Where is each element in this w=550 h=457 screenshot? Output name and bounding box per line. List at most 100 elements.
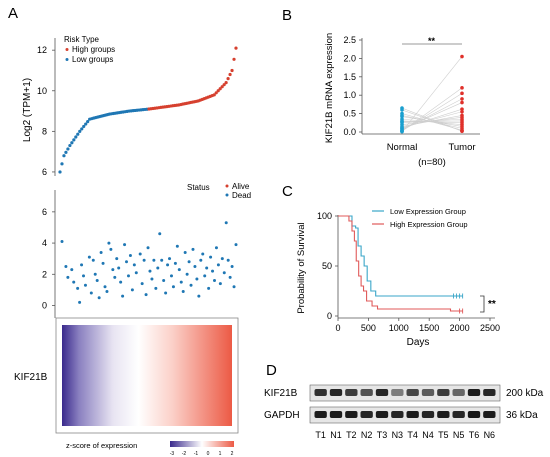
blot-band-kif21b — [437, 389, 450, 396]
a-mid-point — [150, 277, 154, 281]
colorbar-tick-label: -2 — [182, 451, 187, 457]
a-mid-point — [187, 260, 191, 264]
blot-band-gapdh — [452, 411, 465, 418]
a-mid-point — [191, 247, 195, 251]
a-top-point — [220, 85, 224, 89]
panel-a-top: 6 8 10 12 Log2 (TPM+1) Risk Type High group… — [22, 35, 238, 177]
a-mid-point — [181, 289, 185, 293]
blot-lane-label: T6 — [469, 430, 480, 440]
a-mid-point — [115, 257, 119, 261]
a-mid-point — [140, 282, 144, 286]
a-mid-point — [189, 283, 193, 287]
blot-band-gapdh — [467, 411, 481, 418]
a-top-ytick-label: 10 — [37, 86, 47, 96]
a-mid-point — [169, 274, 173, 278]
a-top-point — [214, 91, 218, 95]
panel-label-c: C — [282, 183, 293, 200]
a-mid-point — [87, 255, 91, 259]
b-category-tumor: Tumor — [448, 142, 475, 153]
a-mid-point — [105, 289, 109, 293]
a-mid-point — [113, 275, 117, 279]
b-pair-line — [401, 93, 463, 132]
panel-d: KIF21B GAPDH 200 kDa 36 kDa T1 N1 T2 N2 T3 N3… — [264, 384, 544, 440]
b-point-normal — [400, 114, 404, 119]
blot-band-kif21b — [329, 389, 343, 396]
c-significance-bracket — [480, 295, 485, 313]
a-top-point — [224, 81, 228, 85]
a-top-point — [230, 68, 234, 73]
a-top-point — [228, 72, 232, 77]
b-pair-line — [401, 87, 463, 132]
blot-band-kif21b — [483, 389, 496, 396]
a-top-point — [86, 120, 90, 124]
a-mid-legend-dead-marker — [225, 193, 229, 197]
colorbar — [170, 441, 234, 447]
a-mid-point — [220, 257, 224, 261]
a-mid-point — [162, 279, 166, 283]
a-mid-point — [222, 271, 226, 275]
c-xtick-label: 1000 — [389, 323, 409, 333]
a-mid-point — [134, 271, 138, 275]
a-mid-point — [205, 266, 209, 270]
b-ytick-label: 2.0 — [343, 53, 356, 63]
colorbar-tick-label: -1 — [194, 451, 199, 457]
panel-a-middle: 0 2 4 6 Status Alive Dead — [42, 182, 251, 318]
a-mid-point — [78, 300, 82, 304]
d-row-label-kif21b: KIF21B — [264, 388, 298, 399]
a-mid-point — [177, 268, 181, 272]
a-mid-point — [83, 283, 87, 287]
a-mid-point — [109, 247, 113, 251]
a-mid-point — [156, 266, 160, 270]
b-ytick-label: 2.5 — [343, 35, 356, 45]
a-mid-point — [97, 296, 101, 300]
c-xtick-label: 500 — [361, 323, 376, 333]
a-mid-point — [234, 243, 238, 247]
a-mid-point — [203, 274, 207, 278]
a-mid-legend-title: Status — [187, 183, 210, 192]
blot-lane-label: N2 — [361, 430, 373, 440]
a-top-ytick-label: 8 — [42, 126, 47, 136]
a-mid-point — [212, 279, 216, 283]
blot-band-kif21b — [345, 389, 358, 396]
a-mid-point — [168, 257, 172, 261]
blot-band-gapdh — [345, 411, 358, 418]
a-mid-point — [148, 269, 152, 273]
blot-lane-label: T5 — [438, 430, 449, 440]
a-top-point — [60, 162, 64, 166]
a-mid-point — [193, 264, 197, 268]
a-mid-point — [183, 250, 187, 254]
panel-a-heatmap: KIF21B z-score of expression -3 -2 -1 0 1 2 — [14, 317, 239, 457]
a-mid-point — [185, 272, 189, 276]
a-mid-point — [70, 268, 74, 272]
d-size-kif21b: 200 kDa — [506, 388, 544, 399]
a-mid-point — [214, 246, 218, 250]
a-mid-ytick-label: 4 — [42, 238, 47, 248]
b-ylabel: KIF21B mRNA expression — [324, 33, 335, 143]
c-ytick-label: 100 — [317, 211, 332, 221]
a-mid-point — [226, 258, 230, 262]
a-mid-point — [76, 286, 80, 290]
a-mid-point — [123, 243, 127, 247]
a-top-point — [74, 135, 78, 139]
b-point-tumor — [460, 86, 464, 90]
heatmap-frame — [55, 317, 239, 434]
a-mid-point — [195, 277, 199, 281]
blot-gapdh-background — [309, 406, 501, 424]
a-mid-ytick-label: 6 — [42, 207, 47, 217]
a-top-point — [232, 57, 236, 61]
a-top-point — [58, 170, 62, 174]
a-mid-point — [138, 252, 142, 256]
a-mid-point — [201, 252, 205, 256]
blot-band-gapdh — [360, 411, 373, 418]
a-top-point — [84, 122, 88, 126]
a-top-point — [222, 83, 226, 87]
a-mid-point — [64, 264, 68, 268]
b-ytick-label: 1.0 — [343, 90, 356, 100]
a-top-point — [78, 129, 82, 133]
d-size-gapdh: 36 kDa — [506, 410, 538, 421]
b-category-normal: Normal — [387, 142, 418, 153]
d-row-label-gapdh: GAPDH — [264, 410, 300, 421]
a-mid-point — [89, 291, 93, 295]
panel-label-d: D — [266, 362, 277, 379]
a-top-point — [82, 124, 86, 129]
